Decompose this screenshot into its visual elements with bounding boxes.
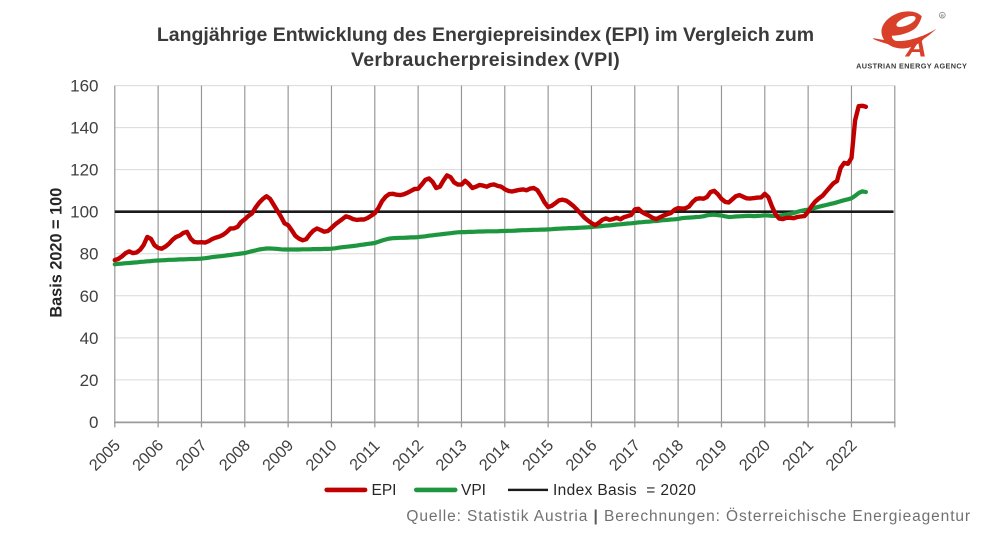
svg-text:Quelle: Statistik Austria | Be: Quelle: Statistik Austria | Berechnungen… [406, 507, 971, 525]
svg-text:AUSTRIAN ENERGY AGENCY: AUSTRIAN ENERGY AGENCY [856, 61, 967, 70]
svg-text:EPI: EPI [372, 482, 397, 499]
svg-text:Index Basis = 2020: Index Basis = 2020 [553, 482, 696, 499]
svg-text:160: 160 [70, 77, 98, 96]
svg-text:R: R [941, 13, 945, 18]
svg-text:140: 140 [70, 119, 98, 138]
svg-text:60: 60 [80, 287, 99, 306]
svg-text:Basis 2020 = 100: Basis 2020 = 100 [48, 188, 66, 318]
svg-text:A: A [904, 34, 927, 62]
svg-text:80: 80 [80, 245, 99, 264]
svg-text:120: 120 [70, 161, 98, 180]
svg-text:Langjährige Entwicklung des En: Langjährige Entwicklung des Energiepreis… [157, 24, 814, 46]
svg-text:VPI: VPI [461, 482, 486, 499]
svg-text:100: 100 [70, 203, 98, 222]
svg-text:Verbraucherpreisindex (VPI): Verbraucherpreisindex (VPI) [351, 49, 620, 71]
svg-text:0: 0 [89, 413, 98, 432]
svg-text:20: 20 [80, 371, 99, 390]
svg-text:40: 40 [80, 329, 99, 348]
